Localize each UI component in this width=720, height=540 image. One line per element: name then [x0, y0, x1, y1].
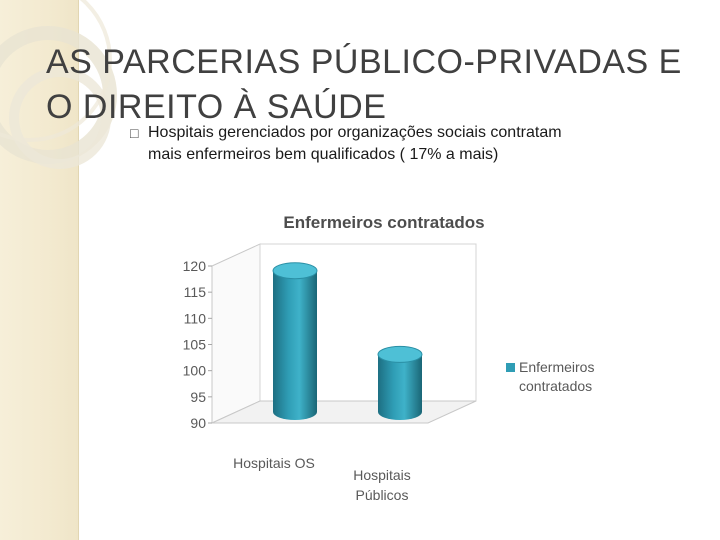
x-category-label: Hospitais OS: [233, 455, 315, 471]
y-tick-label: 115: [184, 284, 207, 300]
decorative-rings: [0, 0, 117, 169]
side-wall: [211, 243, 261, 424]
chart-title: Enfermeiros contratados: [283, 213, 484, 232]
bar-1-body: [273, 270, 317, 420]
y-tick-label: 100: [183, 363, 207, 379]
sidebar-decoration: [0, 0, 79, 540]
bar-1-top: [272, 262, 318, 280]
legend-swatch: [506, 363, 515, 372]
bar-2-top: [377, 345, 423, 363]
chart-legend: Enfermeiros contratados: [506, 359, 594, 394]
y-tick-label: 95: [190, 389, 206, 405]
y-tick-label: 110: [184, 310, 207, 326]
legend-label: contratados: [519, 378, 592, 394]
slide-title: AS PARCERIAS PÚBLICO-PRIVADAS E O DIREIT…: [46, 43, 682, 126]
y-tick-label: 105: [183, 337, 207, 353]
x-category-label: Hospitais: [353, 467, 411, 483]
bullet-square-icon: □: [130, 125, 139, 141]
bar-2-body: [378, 354, 422, 420]
bullet-text-line1: Hospitais gerenciados por organizações s…: [148, 124, 562, 141]
bullet-text-line2: mais enfermeiros bem qualificados ( 17% …: [148, 146, 499, 163]
chart-bars: [272, 262, 423, 420]
chart-walls: [211, 243, 477, 424]
y-tick-label: 120: [183, 258, 207, 274]
y-tick-label: 90: [190, 415, 206, 431]
x-category-label: Públicos: [356, 487, 409, 503]
y-axis-ticks: 120 115 110 105 100 95 90: [183, 258, 212, 431]
floor: [211, 400, 477, 424]
x-axis-categories: Hospitais OS Hospitais Públicos: [233, 455, 411, 503]
legend-label: Enfermeiros: [519, 359, 594, 375]
